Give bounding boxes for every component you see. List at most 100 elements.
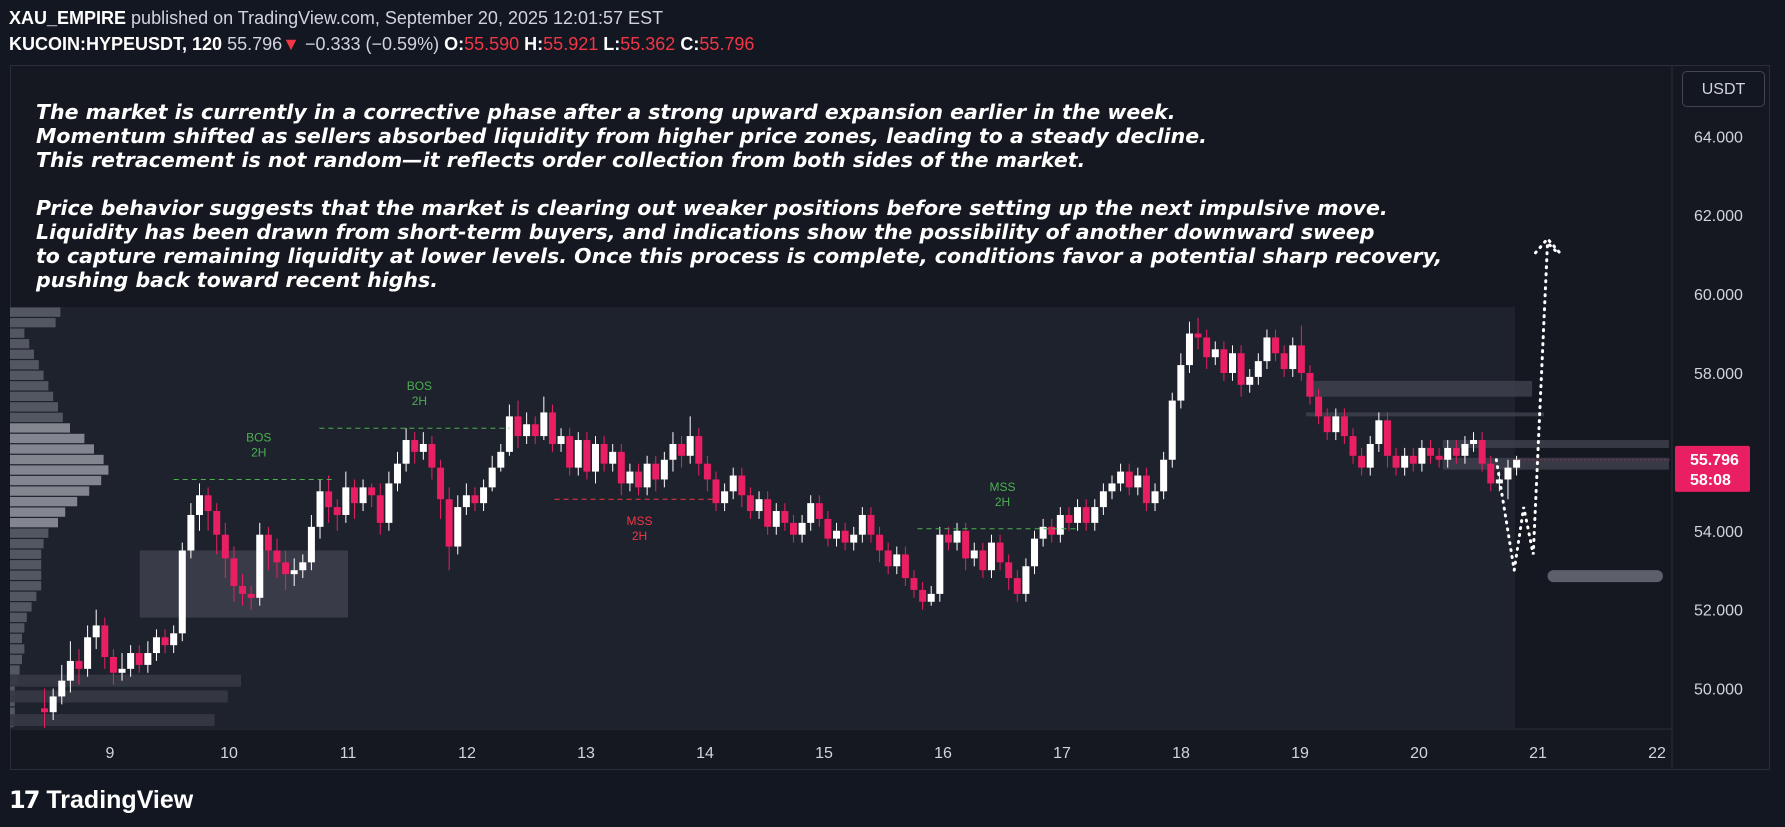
candle-body — [1461, 443, 1469, 456]
volume-profile-bar — [10, 581, 42, 591]
volume-profile-bar — [10, 465, 109, 475]
x-tick-label: 20 — [1410, 745, 1428, 762]
candle-body — [1134, 475, 1142, 488]
candle-body — [798, 522, 806, 535]
candle-body — [1246, 376, 1254, 385]
candle-body — [833, 530, 841, 539]
candle-body — [815, 503, 823, 519]
high-label: H: — [524, 34, 544, 54]
candle-body — [1039, 526, 1047, 539]
candle-body — [996, 542, 1004, 563]
candle-body — [1392, 455, 1400, 468]
currency-button[interactable]: USDT — [1682, 71, 1765, 107]
candle-body — [350, 487, 358, 504]
candle-body — [609, 451, 617, 464]
candle-body — [1013, 578, 1021, 594]
candle-body — [591, 443, 599, 472]
candle-body — [617, 451, 625, 484]
note-line: to capture remaining liquidity at lower … — [36, 244, 1443, 268]
candle-body — [75, 660, 83, 669]
candle-body — [953, 530, 961, 543]
target-zone — [1547, 570, 1663, 583]
candle-body — [746, 495, 754, 512]
y-tick-label: 60.000 — [1694, 287, 1743, 304]
volume-profile-bar — [10, 612, 27, 623]
candle-body — [239, 585, 247, 594]
volume-profile-bar — [10, 360, 39, 370]
analysis-note: The market is currently in a corrective … — [36, 100, 1466, 292]
candle-body — [979, 550, 987, 571]
candle-body — [987, 542, 995, 571]
structure-label-type: BOS — [407, 379, 432, 393]
candle-body — [462, 495, 470, 508]
open-value: 55.590 — [464, 34, 520, 54]
volume-profile-bar — [10, 644, 25, 654]
candle-body — [325, 491, 333, 508]
candle-body — [1074, 507, 1082, 523]
candle-body — [540, 412, 548, 437]
volume-profile-bar — [10, 665, 20, 675]
candle-body — [135, 653, 143, 665]
last-price: 55.796 — [227, 34, 283, 54]
candle-body — [944, 534, 952, 543]
volume-profile-bar — [10, 402, 58, 412]
candle-body — [419, 443, 427, 452]
candle-body — [867, 514, 875, 535]
candle-body — [729, 475, 737, 492]
candle-body — [1478, 440, 1486, 464]
note-gap — [36, 172, 1466, 196]
structure-label-timeframe: 2H — [995, 495, 1010, 509]
volume-profile-bar — [10, 654, 22, 665]
volume-profile-bar — [10, 570, 42, 580]
structure-label-timeframe: 2H — [412, 394, 427, 408]
candle-body — [488, 467, 496, 488]
candle-body — [523, 424, 531, 437]
candle-body — [1177, 365, 1185, 401]
candle-body — [850, 534, 858, 543]
candle-body — [1332, 416, 1340, 433]
symbol-name[interactable]: KUCOIN:HYPEUSDT, 120 — [9, 34, 223, 54]
candle-body — [1452, 447, 1460, 456]
candle-body — [454, 507, 462, 547]
candle-body — [256, 534, 264, 598]
candle-body — [738, 475, 746, 496]
candle-body — [1031, 538, 1039, 567]
tradingview-logo[interactable]: 17 TradingView — [9, 785, 193, 815]
candle-body — [1108, 483, 1116, 492]
candle-body — [411, 440, 419, 452]
candle-body — [1375, 420, 1383, 444]
volume-profile-bar — [10, 507, 66, 517]
candle-body — [1263, 337, 1271, 362]
structure-label-type: MSS — [989, 480, 1015, 494]
x-tick-label: 10 — [220, 745, 238, 762]
candle-body — [1151, 491, 1159, 504]
candle-body — [678, 443, 686, 456]
candle-body — [1048, 526, 1056, 535]
candle-body — [626, 471, 634, 484]
candle-body — [531, 424, 539, 437]
volume-profile-bar — [10, 707, 15, 717]
candle-body — [505, 416, 513, 452]
candle-body — [1383, 420, 1391, 456]
candle-body — [1315, 396, 1323, 417]
candlestick-chart[interactable]: BOS2HBOS2HMSS2HMSS2H64.00062.00060.00058… — [10, 65, 1770, 770]
candle-body — [910, 578, 918, 590]
x-tick-label: 17 — [1053, 745, 1071, 762]
volume-profile-bar — [10, 539, 44, 549]
down-arrow-icon: ▼ — [282, 34, 300, 54]
candle-body — [273, 550, 281, 563]
candle-body — [402, 440, 410, 464]
candle-body — [290, 570, 298, 575]
candle-body — [1203, 337, 1211, 358]
low-value: 55.362 — [620, 34, 676, 54]
candle-body — [884, 550, 892, 567]
candle-body — [178, 550, 186, 634]
candle-body — [755, 499, 763, 512]
candle-body — [342, 487, 350, 515]
author-name[interactable]: XAU_EMPIRE — [9, 8, 127, 28]
candle-body — [858, 514, 866, 535]
tradingview-logo-icon: 17 — [9, 786, 40, 814]
candle-body — [393, 463, 401, 484]
candle-body — [583, 440, 591, 472]
candle-body — [764, 499, 772, 527]
